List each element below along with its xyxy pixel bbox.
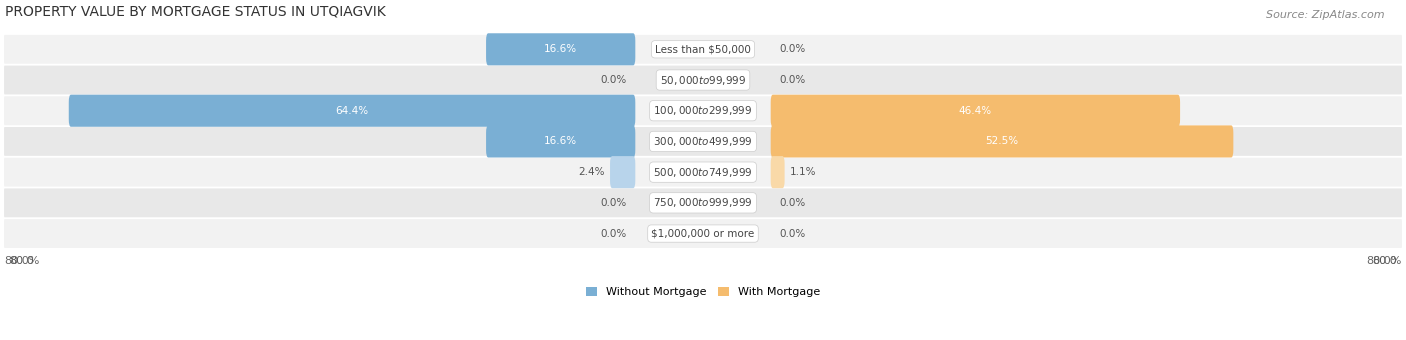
Text: 2.4%: 2.4% (579, 167, 605, 177)
Text: 52.5%: 52.5% (986, 136, 1018, 147)
Legend: Without Mortgage, With Mortgage: Without Mortgage, With Mortgage (582, 283, 824, 302)
FancyBboxPatch shape (610, 156, 636, 188)
Text: 80.0: 80.0 (1372, 256, 1398, 266)
Text: 80.0%: 80.0% (1367, 256, 1402, 266)
FancyBboxPatch shape (486, 33, 636, 65)
Text: PROPERTY VALUE BY MORTGAGE STATUS IN UTQIAGVIK: PROPERTY VALUE BY MORTGAGE STATUS IN UTQ… (4, 4, 385, 18)
Text: 80.0%: 80.0% (4, 256, 39, 266)
Text: 0.0%: 0.0% (780, 228, 806, 239)
FancyBboxPatch shape (4, 96, 1402, 125)
Text: $500,000 to $749,999: $500,000 to $749,999 (654, 166, 752, 178)
FancyBboxPatch shape (4, 158, 1402, 187)
Text: 0.0%: 0.0% (780, 75, 806, 85)
FancyBboxPatch shape (4, 188, 1402, 217)
FancyBboxPatch shape (4, 219, 1402, 248)
FancyBboxPatch shape (4, 35, 1402, 64)
Text: $1,000,000 or more: $1,000,000 or more (651, 228, 755, 239)
FancyBboxPatch shape (486, 125, 636, 157)
Text: $100,000 to $299,999: $100,000 to $299,999 (654, 104, 752, 117)
Text: $300,000 to $499,999: $300,000 to $499,999 (654, 135, 752, 148)
FancyBboxPatch shape (770, 95, 1180, 127)
Text: Source: ZipAtlas.com: Source: ZipAtlas.com (1267, 10, 1385, 20)
Text: 46.4%: 46.4% (959, 106, 993, 116)
FancyBboxPatch shape (770, 156, 785, 188)
Text: 0.0%: 0.0% (600, 75, 626, 85)
Text: 0.0%: 0.0% (780, 44, 806, 54)
FancyBboxPatch shape (770, 125, 1233, 157)
Text: 80.0: 80.0 (8, 256, 34, 266)
Text: $50,000 to $99,999: $50,000 to $99,999 (659, 73, 747, 86)
Text: 64.4%: 64.4% (336, 106, 368, 116)
Text: 16.6%: 16.6% (544, 136, 578, 147)
Text: $750,000 to $999,999: $750,000 to $999,999 (654, 197, 752, 209)
FancyBboxPatch shape (69, 95, 636, 127)
FancyBboxPatch shape (4, 66, 1402, 95)
FancyBboxPatch shape (4, 127, 1402, 156)
Text: 0.0%: 0.0% (600, 198, 626, 208)
Text: 0.0%: 0.0% (600, 228, 626, 239)
Text: 16.6%: 16.6% (544, 44, 578, 54)
Text: 0.0%: 0.0% (780, 198, 806, 208)
Text: 1.1%: 1.1% (789, 167, 815, 177)
Text: Less than $50,000: Less than $50,000 (655, 44, 751, 54)
